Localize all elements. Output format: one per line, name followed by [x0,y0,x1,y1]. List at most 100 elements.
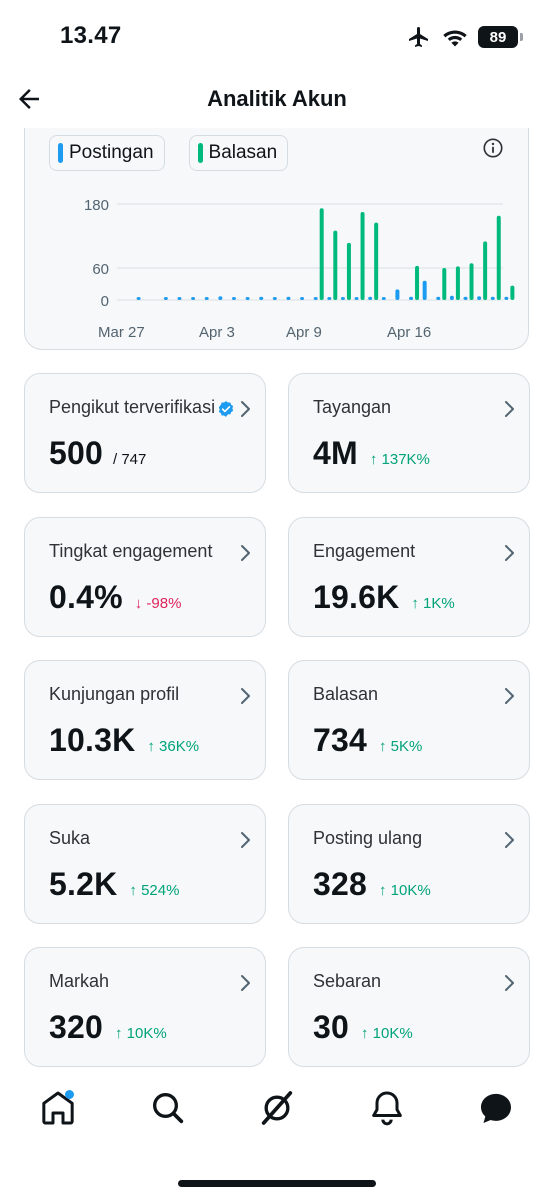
metric-change: ↑ 10K% [115,1025,167,1042]
nav-search[interactable] [148,1088,188,1128]
bar-postingan [163,297,168,300]
metric-change: ↑ 36K% [147,738,200,755]
chevron-right-icon [505,401,514,417]
bar-postingan [490,296,495,300]
home-icon [42,1091,74,1125]
bar-balasan [415,265,420,300]
metric-label: Tayangan [313,397,392,417]
bar-postingan [231,297,236,300]
bar-postingan [191,297,196,300]
status-icons: 89 [406,24,523,50]
legend-swatch-balasan [197,143,203,163]
metric-card-pengikut-terverifikasi[interactable]: Pengikut terverifikasi 500 / 747 [24,373,266,493]
bar-postingan [313,297,318,300]
bar-balasan [333,230,338,300]
bottom-nav [0,1088,554,1148]
metric-card-tayangan[interactable]: Tayangan 4M ↑ 137K% [288,373,530,493]
bar-postingan [422,280,427,300]
bar-balasan [346,242,351,300]
metric-change: ↓ -98% [134,594,182,612]
y-tick-label: 0 [101,293,109,310]
metric-label: Suka [49,827,91,848]
metric-change: ↑ 137K% [369,451,430,468]
bar-balasan [483,241,488,300]
chevron-right-icon [241,975,250,991]
legend-label-balasan: Balasan [208,142,278,163]
bar-postingan [272,297,277,300]
metric-label: Pengikut terverifikasi [49,397,216,417]
legend-chip-balasan[interactable]: Balasan [188,135,289,171]
bar-balasan [319,208,324,300]
metric-label: Markah [49,971,110,991]
metric-label: Sebaran [313,971,382,991]
chevron-right-icon [505,975,514,991]
bar-postingan [300,297,305,300]
legend-label-postingan: Postingan [69,142,154,163]
bar-postingan [286,296,291,300]
metric-value-row: 10.3K ↑ 36K% [49,722,199,759]
metric-card-engagement[interactable]: Engagement 19.6K ↑ 1K% [288,516,530,637]
chart-legend: Postingan Balasan [49,135,289,171]
metric-value: 734 [313,722,367,758]
airplane-icon [409,27,428,47]
metric-value-row: 5.2K ↑ 524% [49,866,179,903]
metric-change: ↑ 1K% [411,594,455,612]
verified-badge-icon [218,401,234,417]
x-tick-label: Mar 27 [98,324,145,341]
nav-notifications[interactable] [367,1088,407,1128]
legend-swatch-postingan [58,143,63,163]
metric-change: ↑ 10K% [379,881,431,899]
metric-card-sebaran[interactable]: Sebaran 30 ↑ 10K% [288,947,530,1067]
bar-postingan [368,296,373,300]
metric-value-row: 320 ↑ 10K% [49,1009,167,1046]
metric-value: 10.3K [49,722,136,758]
metric-label: Balasan [313,684,379,704]
bar-postingan [259,296,264,300]
metric-card-posting-ulang[interactable]: Posting ulang 328 ↑ 10K% [288,803,530,924]
metric-value-row: 500 / 747 [49,435,146,472]
nav-home[interactable] [38,1088,78,1128]
metric-card-kunjungan-profil[interactable]: Kunjungan profil 10.3K ↑ 36K% [24,660,266,780]
status-bar: 13.47 89 [0,0,554,72]
chart-card: 180 60 0 Mar 27 Apr 3 Apr 9 Apr 16 Postingan B… [24,108,529,350]
metric-label: Tingkat engagement [49,540,213,561]
metric-value: 328 [313,865,367,902]
home-indicator [178,1180,376,1187]
x-tick-label: Apr 16 [387,324,431,341]
nav-grok[interactable] [257,1088,297,1128]
metric-value: 5.2K [49,865,118,902]
bar-postingan [409,296,414,300]
metric-card-balasan[interactable]: Balasan 734 ↑ 5K% [288,660,530,780]
chevron-right-icon [505,544,514,561]
bar-postingan [436,296,441,300]
metric-value-row: 0.4% ↓ -98% [49,579,181,616]
chevron-right-icon [241,544,250,561]
metric-label: Posting ulang [313,827,423,848]
metric-change: ↑ 10K% [361,1025,413,1042]
metric-value-row: 4M ↑ 137K% [313,435,430,472]
metric-change: ↑ 5K% [379,738,423,755]
bar-postingan [395,289,400,300]
page-header: Analitik Akun [0,72,554,128]
bar-balasan [374,222,379,300]
back-arrow-icon[interactable] [14,84,44,114]
bar-postingan [463,296,468,300]
bar-postingan [340,297,345,300]
x-tick-label: Apr 3 [199,324,235,341]
metric-value-row: 19.6K ↑ 1K% [313,579,455,616]
metric-value-row: 734 ↑ 5K% [313,722,422,759]
info-icon[interactable] [482,137,504,159]
metric-card-suka[interactable]: Suka 5.2K ↑ 524% [24,803,266,924]
chevron-right-icon [505,831,514,848]
metric-value: 4M [313,435,358,471]
bar-postingan [477,296,482,300]
nav-messages[interactable] [476,1088,516,1128]
metric-value-row: 30 ↑ 10K% [313,1009,413,1046]
metric-card-markah[interactable]: Markah 320 ↑ 10K% [24,947,266,1067]
metric-card-tingkat-engagement[interactable]: Tingkat engagement 0.4% ↓ -98% [24,516,266,637]
battery-indicator: 89 [478,26,523,48]
metric-total: / 747 [113,451,147,468]
chevron-right-icon [505,688,514,704]
y-tick-label: 60 [92,261,109,278]
legend-chip-postingan[interactable]: Postingan [49,135,165,171]
